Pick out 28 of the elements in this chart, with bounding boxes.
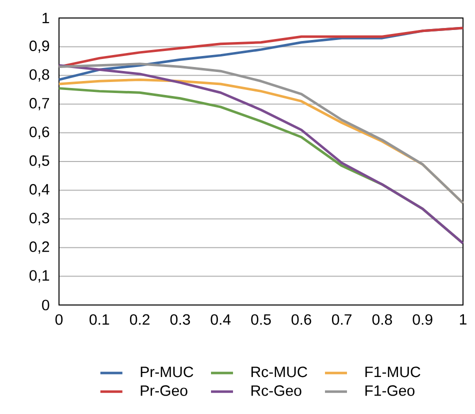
y-tick-label: 0,7 (30, 98, 50, 110)
x-tick-label: 1 (460, 314, 466, 325)
legend-label: Rc-MUC (251, 366, 308, 378)
x-tick-label: 0.1 (90, 314, 110, 325)
y-tick-label: 1 (42, 12, 50, 24)
y-tick-label: 0,1 (30, 270, 50, 282)
y-tick-label: 0,3 (30, 212, 50, 226)
legend-label: Pr-Geo (140, 385, 188, 396)
x-tick-label: 0.3 (170, 314, 190, 325)
y-tick-label: 0,9 (30, 40, 50, 53)
y-tick-label: 0,2 (30, 241, 50, 254)
y-tick-label: 0,4 (30, 184, 50, 196)
y-tick-label: 0,8 (30, 69, 50, 82)
y-tick-label: 0,6 (30, 126, 50, 139)
legend-label: F1-MUC (365, 366, 420, 378)
legend-label: F1-Geo (365, 385, 414, 396)
y-tick-label: 0,5 (30, 155, 50, 168)
x-tick-label: 0.4 (210, 314, 231, 325)
x-tick-label: 0.9 (412, 314, 432, 325)
x-tick-label: 0 (55, 314, 63, 325)
y-tick-label: 0 (42, 300, 50, 310)
x-tick-label: 0.6 (292, 314, 312, 325)
x-tick-label: 0.5 (251, 314, 271, 325)
x-tick-label: 0.8 (372, 314, 392, 325)
x-tick-label: 0.2 (130, 314, 150, 325)
legend-label: Rc-Geo (251, 385, 302, 396)
x-tick-label: 0.7 (332, 314, 352, 325)
legend-label: Pr-MUC (140, 366, 194, 378)
